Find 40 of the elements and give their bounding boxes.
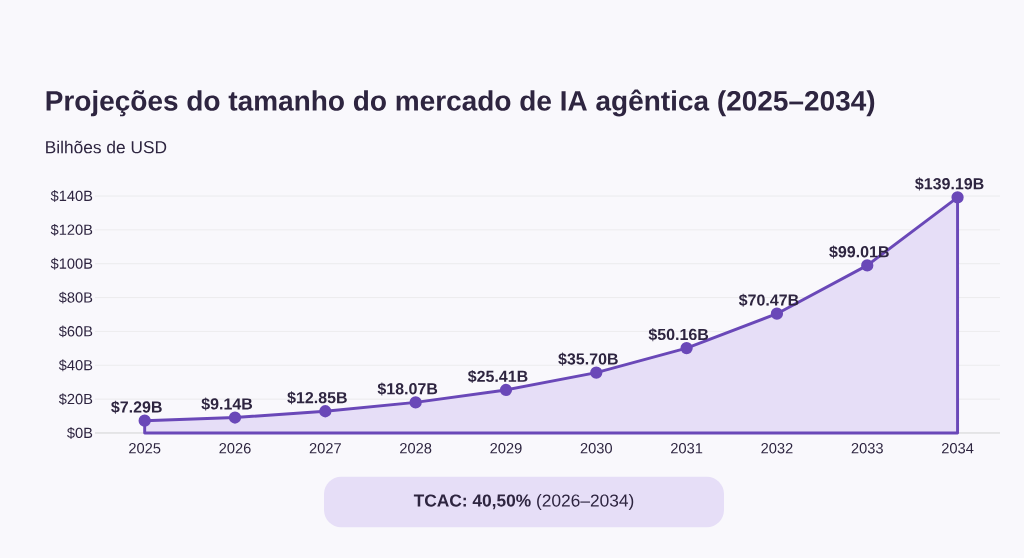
y-tick-label: $60B — [58, 325, 93, 338]
data-label: $18.07B — [377, 382, 438, 396]
x-tick-label: 2025 — [129, 443, 161, 454]
data-label: $7.29B — [111, 400, 162, 414]
x-tick-label: 2027 — [309, 443, 341, 454]
point — [680, 341, 693, 355]
point — [319, 405, 332, 418]
point — [228, 411, 242, 424]
text: TCAC: 40,50% (2026–2034) — [413, 493, 634, 511]
data-label: $50.16B — [648, 328, 709, 342]
x-tick-label: 2030 — [580, 443, 612, 454]
data-label: $25.41B — [467, 369, 528, 384]
y-tick-label: $0B — [67, 427, 93, 439]
y-tick-label: $120B — [50, 223, 93, 236]
point — [861, 259, 874, 272]
point — [138, 414, 151, 427]
point — [590, 366, 603, 379]
point — [499, 383, 513, 397]
chart-title: Projeções do tamanho do mercado de IA agêntica (2025–2034) — [46, 89, 875, 117]
x-tick-label: 2026 — [219, 443, 251, 454]
x-tick-label: 2029 — [490, 443, 522, 454]
y-tick-label: $20B — [58, 393, 93, 406]
point — [951, 191, 964, 204]
data-label: $35.70B — [558, 352, 618, 366]
y-tick-label: $140B — [50, 190, 93, 202]
y-tick-label: $40B — [58, 359, 93, 372]
y-tick-label: $100B — [50, 257, 93, 270]
data-label: $12.85B — [287, 391, 347, 405]
data-label: $9.14B — [201, 397, 253, 411]
y-tick-label: $80B — [58, 291, 93, 304]
data-label: $70.47B — [738, 293, 799, 307]
point — [409, 396, 422, 409]
data-label: $139.19B — [915, 177, 984, 191]
x-tick-label: 2033 — [851, 443, 883, 454]
x-tick-label: 2031 — [671, 443, 703, 454]
x-tick-label: 2032 — [761, 443, 793, 454]
x-tick-label: 2028 — [400, 443, 432, 454]
chart-subtitle: Bilhões de USD — [46, 140, 167, 154]
point — [770, 307, 784, 320]
x-tick-label: 2034 — [941, 443, 974, 454]
